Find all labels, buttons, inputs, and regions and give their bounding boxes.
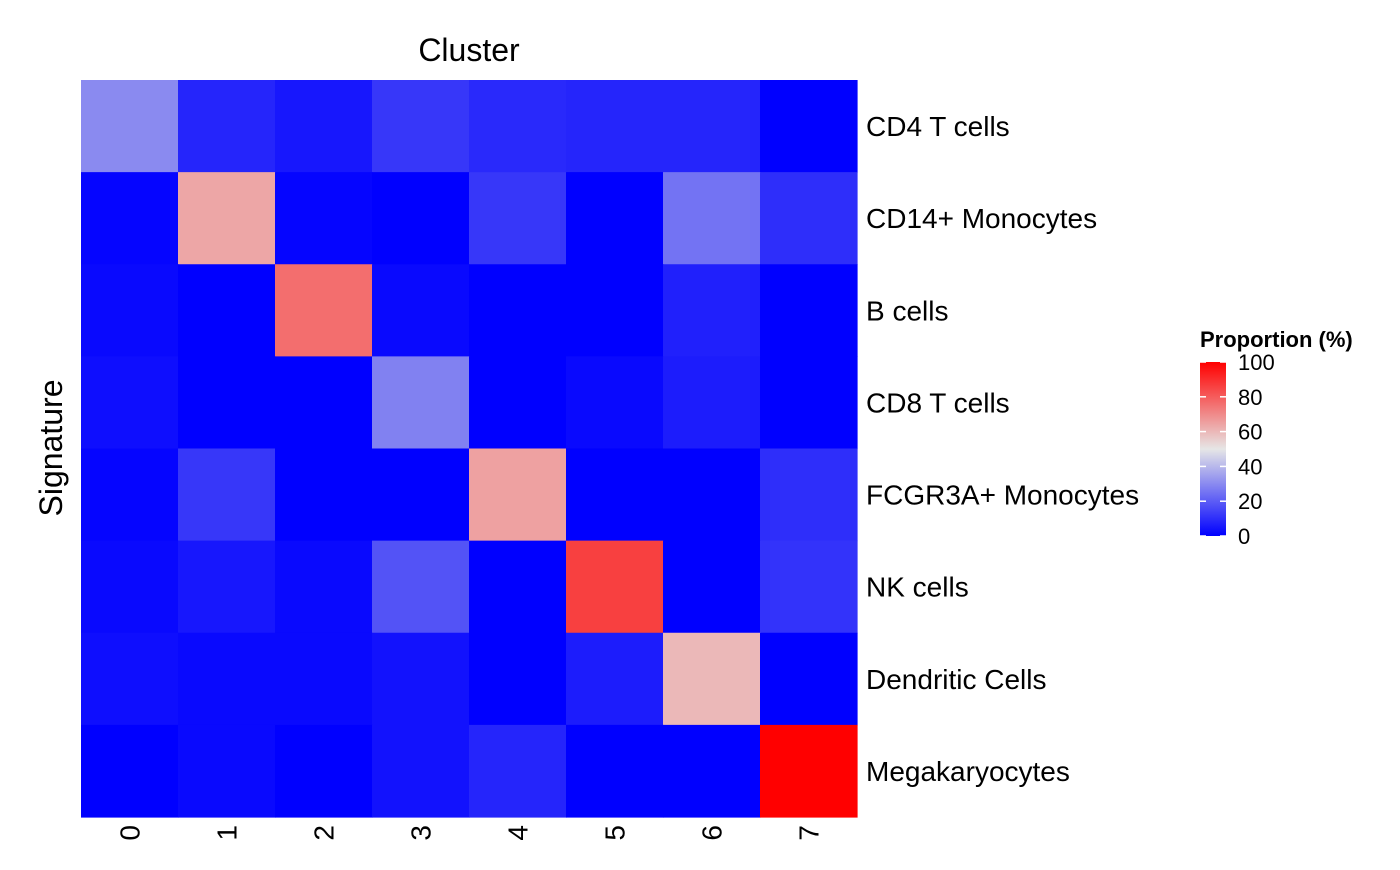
heatmap-cell <box>469 264 567 357</box>
row-label: NK cells <box>866 572 969 603</box>
heatmap-cell <box>372 80 470 173</box>
heatmap-cell <box>566 172 664 265</box>
heatmap-cell <box>469 80 567 173</box>
heatmap-cell <box>760 356 858 450</box>
row-label: B cells <box>866 295 948 326</box>
heatmap-cell <box>566 448 664 542</box>
heatmap-cells <box>81 80 858 818</box>
column-label: 4 <box>503 825 534 841</box>
legend-tick-label: 20 <box>1238 489 1262 514</box>
heatmap-cell <box>372 356 470 450</box>
heatmap-cell <box>178 264 276 357</box>
heatmap-cell <box>663 724 761 818</box>
heatmap-cell <box>275 264 373 357</box>
heatmap-cell <box>469 724 567 818</box>
heatmap-cell <box>663 264 761 357</box>
heatmap-cell <box>566 632 664 726</box>
heatmap-cell <box>275 540 373 634</box>
column-label: 2 <box>309 825 340 841</box>
heatmap-cell <box>81 172 179 265</box>
heatmap-cell <box>81 448 179 542</box>
heatmap-cell <box>81 80 179 173</box>
row-axis-title: Signature <box>33 380 69 517</box>
column-label: 6 <box>697 825 728 841</box>
heatmap-cell <box>566 724 664 818</box>
row-label: CD14+ Monocytes <box>866 203 1097 234</box>
heatmap-cell <box>469 356 567 450</box>
column-label: 3 <box>406 825 437 841</box>
heatmap-cell <box>566 356 664 450</box>
row-label: CD8 T cells <box>866 387 1010 418</box>
heatmap-cell <box>566 540 664 634</box>
heatmap-cell <box>372 172 470 265</box>
heatmap-cell <box>760 632 858 726</box>
row-label: CD4 T cells <box>866 111 1010 142</box>
heatmap-cell <box>275 448 373 542</box>
heatmap-cell <box>275 172 373 265</box>
heatmap-cell <box>566 264 664 357</box>
heatmap-cell <box>81 724 179 818</box>
heatmap-cell <box>178 540 276 634</box>
heatmap-cell <box>178 724 276 818</box>
column-labels: 0 1 2 3 4 5 6 7 <box>115 825 825 841</box>
legend-color-bar <box>1200 362 1226 536</box>
heatmap-cell <box>178 356 276 450</box>
heatmap-cell <box>760 540 858 634</box>
row-label: FCGR3A+ Monocytes <box>866 480 1139 511</box>
heatmap-cell <box>372 448 470 542</box>
heatmap-cell <box>469 540 567 634</box>
legend-tick-label: 0 <box>1238 524 1250 549</box>
heatmap-cell <box>81 540 179 634</box>
heatmap-cell <box>663 540 761 634</box>
legend-tick-label: 80 <box>1238 385 1262 410</box>
heatmap-cell <box>372 632 470 726</box>
heatmap-cell <box>372 540 470 634</box>
heatmap-cell <box>372 724 470 818</box>
heatmap-cell <box>760 80 858 173</box>
heatmap-cell <box>760 724 858 818</box>
column-label: 5 <box>600 825 631 841</box>
heatmap-cell <box>275 80 373 173</box>
row-label: Dendritic Cells <box>866 664 1047 695</box>
legend-tick-label: 40 <box>1238 454 1262 479</box>
heatmap-cell <box>178 632 276 726</box>
heatmap-cell <box>663 172 761 265</box>
legend-tick-label: 60 <box>1238 420 1262 445</box>
heatmap-cell <box>566 80 664 173</box>
heatmap-cell <box>81 632 179 726</box>
legend-tick-label: 100 <box>1238 350 1275 375</box>
heatmap-cell <box>81 264 179 357</box>
heatmap-cell <box>275 356 373 450</box>
heatmap-cell <box>760 172 858 265</box>
column-axis-title: Cluster <box>418 32 520 68</box>
row-label: Megakaryocytes <box>866 756 1070 787</box>
heatmap-cell <box>663 632 761 726</box>
heatmap-cell <box>760 264 858 357</box>
heatmap-cell <box>275 632 373 726</box>
legend-title: Proportion (%) <box>1200 327 1353 352</box>
heatmap-cell <box>81 356 179 450</box>
heatmap-cell <box>663 448 761 542</box>
heatmap-cell <box>178 80 276 173</box>
heatmap-cell <box>372 264 470 357</box>
heatmap-cell <box>178 448 276 542</box>
heatmap-cell <box>275 724 373 818</box>
column-label: 7 <box>794 825 825 841</box>
heatmap-cell <box>760 448 858 542</box>
heatmap-cell <box>469 448 567 542</box>
heatmap-cell <box>663 356 761 450</box>
heatmap-cell <box>663 80 761 173</box>
heatmap-cell <box>469 172 567 265</box>
column-label: 0 <box>115 825 146 841</box>
color-legend: Proportion (%) 0 20 40 60 80 100 <box>1200 327 1353 549</box>
heatmap-cell <box>178 172 276 265</box>
row-labels: CD4 T cells CD14+ Monocytes B cells CD8 T c… <box>866 111 1139 787</box>
column-label: 1 <box>212 825 243 841</box>
heatmap-cell <box>469 632 567 726</box>
